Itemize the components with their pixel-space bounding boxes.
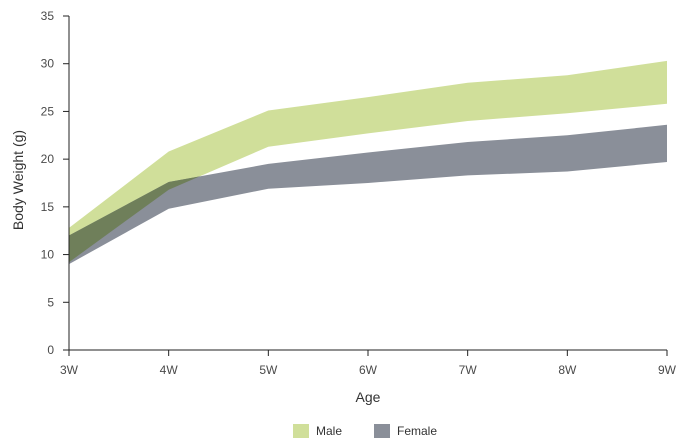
legend-swatch-female xyxy=(374,424,390,438)
x-axis-title: Age xyxy=(356,389,381,405)
y-tick-label: 15 xyxy=(41,200,55,214)
x-tick-label: 5W xyxy=(259,363,278,377)
legend-swatch-male xyxy=(293,424,309,438)
y-tick-label: 10 xyxy=(41,248,55,262)
plot-area xyxy=(69,60,667,265)
x-axis-ticks: 3W 4W 5W 6W 7W 8W 9W xyxy=(60,350,676,377)
band-female xyxy=(69,124,667,265)
y-tick-label: 5 xyxy=(47,295,54,309)
legend-label-male: Male xyxy=(316,424,342,438)
x-tick-label: 4W xyxy=(160,363,179,377)
y-axis-title: Body Weight (g) xyxy=(10,130,26,230)
y-tick-label: 30 xyxy=(41,57,55,71)
y-tick-label: 0 xyxy=(47,343,54,357)
legend-label-female: Female xyxy=(397,424,437,438)
legend: Male Female xyxy=(293,424,437,438)
x-tick-label: 3W xyxy=(60,363,79,377)
y-tick-label: 35 xyxy=(41,9,55,23)
x-tick-label: 9W xyxy=(658,363,676,377)
x-tick-label: 8W xyxy=(558,363,577,377)
x-tick-label: 7W xyxy=(459,363,478,377)
band-male xyxy=(69,60,667,263)
x-tick-label: 6W xyxy=(359,363,378,377)
y-tick-label: 25 xyxy=(41,104,55,118)
y-axis-ticks: 0 5 10 15 20 25 30 35 xyxy=(41,9,69,357)
y-tick-label: 20 xyxy=(41,152,55,166)
